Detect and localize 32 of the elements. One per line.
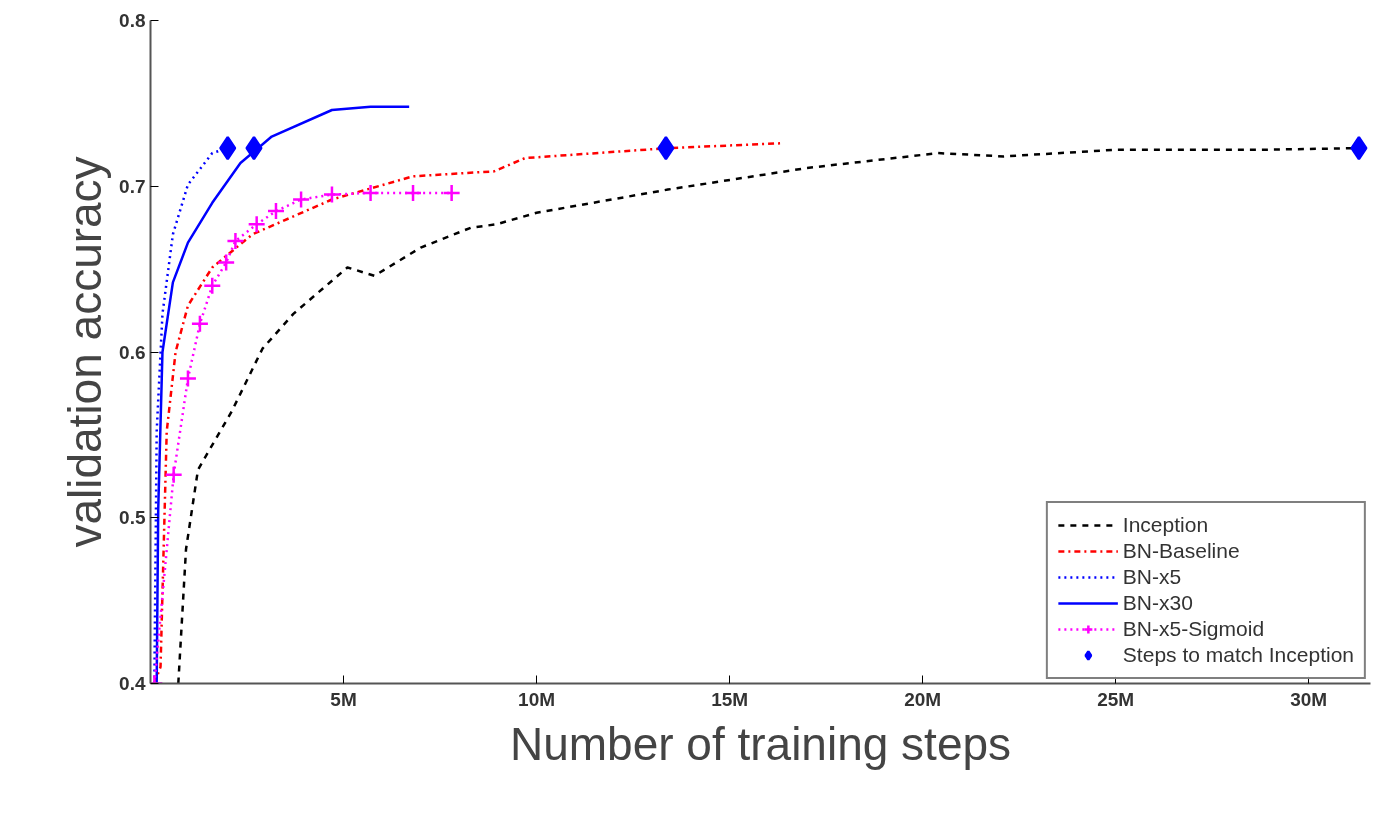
y-tick-label: 0.6 — [119, 341, 146, 363]
legend-label: BN-x30 — [1122, 591, 1193, 615]
point — [178, 369, 198, 388]
point — [190, 314, 210, 334]
y-tick-label: 0.4 — [119, 673, 146, 694]
point — [216, 253, 236, 272]
x-axis-title: Number of training steps — [509, 717, 1012, 770]
legend-label: BN-x5 — [1122, 565, 1182, 589]
point — [361, 183, 380, 203]
point — [226, 231, 245, 251]
point — [291, 190, 311, 209]
point — [403, 183, 423, 203]
y-axis-title: validation accuracy — [59, 156, 112, 548]
y-tick-label: 0.5 — [119, 507, 146, 529]
x-tick-label: 10M — [518, 688, 556, 710]
legend-label: Steps to match Inception — [1122, 643, 1354, 667]
x-tick-label: 20M — [904, 688, 942, 710]
point — [322, 185, 342, 204]
y-tick-label: 0.8 — [119, 10, 146, 31]
legend-label: BN-Baseline — [1122, 539, 1240, 563]
point — [203, 276, 222, 295]
y-tick-label: 0.7 — [119, 175, 146, 197]
legend-label: BN-x5-Sigmoid — [1122, 617, 1265, 641]
point — [442, 183, 461, 203]
x-tick-label: 25M — [1097, 688, 1135, 710]
x-tick-label: 15M — [711, 688, 749, 710]
point — [266, 201, 286, 221]
point — [247, 215, 266, 234]
x-tick-label: 30M — [1290, 688, 1328, 710]
x-tick-label: 5M — [330, 688, 357, 710]
point — [164, 465, 183, 484]
legend-label: Inception — [1122, 513, 1209, 537]
